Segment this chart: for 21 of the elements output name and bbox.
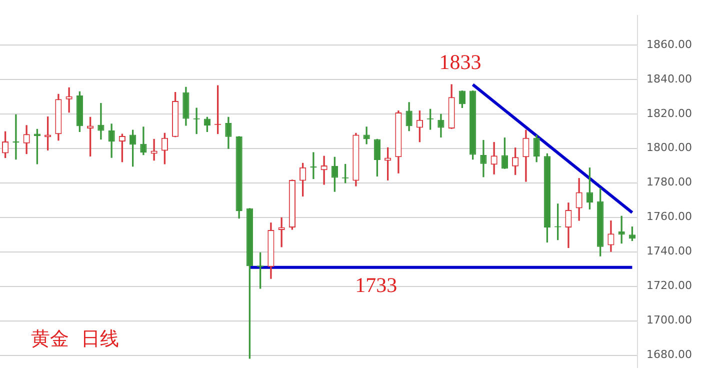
y-tick-label: 1820.00 [646,106,692,120]
y-tick-label: 1720.00 [646,279,692,292]
y-tick-label: 1760.00 [646,210,692,224]
candlestick [320,156,328,185]
candlestick [66,87,72,113]
annotation: 1833 [439,50,482,74]
candlestick [618,216,625,244]
y-tick-label: 1800.00 [646,141,692,154]
candlestick [310,152,317,180]
candlestick [98,103,104,140]
text: 黄金 日线 [31,328,120,350]
candlestick [12,114,20,160]
y-tick-label: 1680.00 [646,348,692,362]
annotation: 1733 [355,273,398,297]
y-tick-label: 1700.00 [646,314,692,327]
candlestick [480,140,487,178]
y-tick-label: 1780.00 [646,176,692,189]
candlestick [278,217,285,248]
y-tick-label: 1740.00 [646,244,692,258]
y-tick-label: 1860.00 [646,38,692,51]
y-tick-label: 1840.00 [646,72,692,86]
